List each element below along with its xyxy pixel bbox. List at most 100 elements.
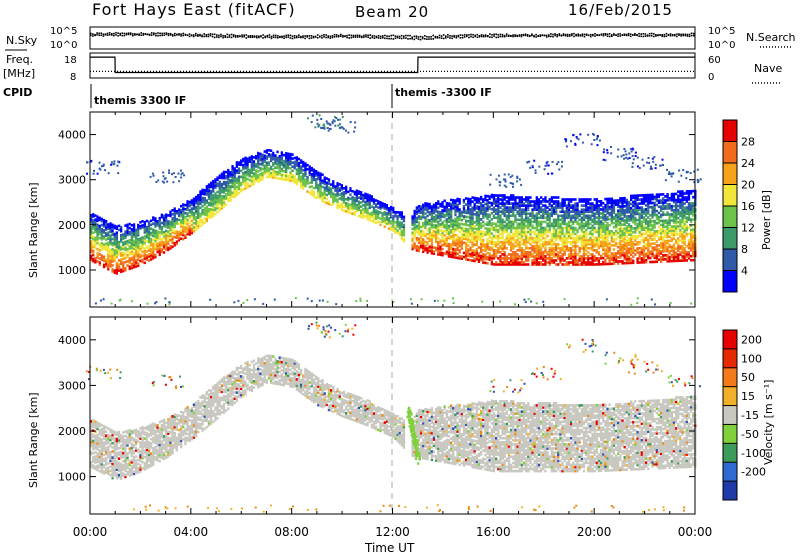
power-cell	[353, 190, 356, 194]
power-cell	[214, 180, 217, 183]
power-cell	[100, 248, 103, 251]
power-cell	[445, 222, 448, 225]
power-cell	[180, 237, 183, 240]
noise-sky-point	[552, 35, 554, 38]
power-cell	[244, 181, 247, 184]
power-cell	[282, 153, 286, 157]
power-cell	[447, 218, 451, 222]
power-cell	[540, 214, 543, 218]
power-cell	[627, 223, 631, 226]
power-cell	[310, 191, 313, 194]
power-cell	[540, 247, 543, 250]
power-cell	[347, 204, 350, 208]
power-cell	[595, 220, 598, 224]
power-cell	[190, 207, 193, 210]
power-cell	[173, 213, 176, 217]
power-cell	[130, 266, 133, 270]
power-cell	[600, 222, 603, 225]
power-cell	[630, 219, 633, 222]
power-cell	[160, 225, 163, 229]
power-cell	[465, 241, 468, 245]
power-cell	[109, 258, 112, 262]
power-cell	[570, 242, 573, 246]
power-cell	[218, 180, 221, 184]
power-cell	[360, 195, 363, 198]
noise-sky-point	[415, 37, 418, 39]
power-cell	[630, 259, 633, 263]
power-cell	[593, 222, 596, 226]
power-cell	[240, 183, 243, 187]
power-cell	[589, 236, 592, 240]
power-cell	[415, 230, 418, 234]
power-cell	[507, 234, 511, 238]
power-cell	[128, 232, 131, 236]
noise-search-point	[632, 34, 634, 36]
power-cell	[368, 214, 371, 218]
power-cell	[315, 172, 318, 175]
power-cell	[612, 258, 616, 261]
power-cell	[244, 174, 247, 178]
power-cell	[203, 209, 206, 212]
power-cell	[570, 224, 573, 228]
power-cell	[156, 246, 159, 250]
power-cell	[552, 200, 556, 203]
power-cell	[565, 242, 568, 246]
noise-search-point	[455, 35, 458, 37]
power-cell	[452, 243, 455, 247]
power-cell	[572, 230, 575, 234]
power-cell	[636, 228, 639, 232]
power-cell	[570, 198, 573, 201]
power-cell	[505, 226, 508, 230]
power-cell	[270, 155, 273, 159]
power-cell	[535, 208, 538, 211]
power-cell	[595, 238, 598, 242]
power-cell	[484, 247, 487, 250]
power-cell	[465, 237, 468, 241]
power-cell	[477, 215, 481, 219]
power-cell	[544, 232, 547, 236]
power-cell	[203, 211, 206, 214]
power-cell	[482, 200, 485, 203]
power-cell	[325, 181, 328, 184]
power-cell	[503, 206, 506, 209]
power-cell	[424, 206, 427, 209]
noise-search-point	[472, 33, 474, 36]
noise-search-point	[300, 35, 302, 38]
power-cell	[147, 230, 151, 234]
power-cell	[627, 237, 631, 240]
power-cell	[475, 254, 478, 257]
power-cell	[477, 199, 481, 203]
power-cell	[227, 168, 230, 172]
power-cell	[349, 197, 352, 200]
power-cell	[422, 240, 425, 243]
power-cell	[520, 234, 523, 238]
power-cell	[285, 178, 288, 182]
power-cell	[585, 240, 588, 244]
power-cell	[473, 253, 476, 257]
power-cell	[580, 240, 583, 244]
power-cell	[475, 229, 478, 233]
power-cell	[293, 181, 296, 184]
power-cell	[499, 220, 502, 224]
noise-search-point	[224, 35, 226, 37]
power-cell	[591, 228, 594, 232]
power-cell	[567, 236, 571, 240]
power-cell	[445, 212, 448, 215]
power-cell	[139, 225, 142, 228]
power-cell	[580, 198, 583, 201]
noise-search-point	[369, 34, 371, 36]
power-cell	[542, 251, 545, 254]
power-cell	[561, 249, 564, 252]
power-cell	[471, 255, 474, 258]
power-cell	[465, 203, 468, 206]
noise-search-point	[129, 32, 132, 34]
power-cell	[130, 252, 133, 256]
power-cell	[488, 231, 491, 235]
noise-sky-point	[222, 36, 224, 39]
power-cell	[107, 225, 110, 228]
power-cell	[186, 226, 189, 230]
power-cell	[334, 187, 337, 190]
power-cell	[537, 263, 541, 266]
power-cell	[265, 161, 268, 164]
power-cell	[135, 259, 138, 262]
